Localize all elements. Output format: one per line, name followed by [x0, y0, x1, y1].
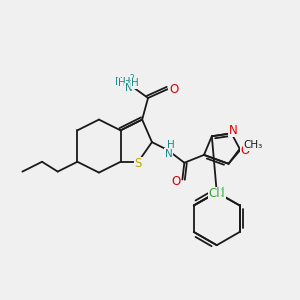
Text: CH₃: CH₃ [243, 140, 262, 150]
Text: H: H [131, 78, 139, 88]
Text: H: H [118, 78, 125, 88]
Text: N: N [124, 83, 132, 93]
Text: S: S [134, 157, 142, 170]
Text: O: O [241, 145, 250, 158]
Text: N: N [165, 149, 172, 159]
Text: H: H [167, 140, 175, 150]
Text: O: O [171, 175, 180, 188]
Text: Cl: Cl [214, 187, 225, 200]
Text: 2: 2 [130, 74, 135, 83]
Text: Cl: Cl [208, 187, 220, 200]
Text: N: N [229, 124, 238, 137]
Text: NH: NH [115, 77, 130, 87]
Text: O: O [169, 82, 178, 96]
